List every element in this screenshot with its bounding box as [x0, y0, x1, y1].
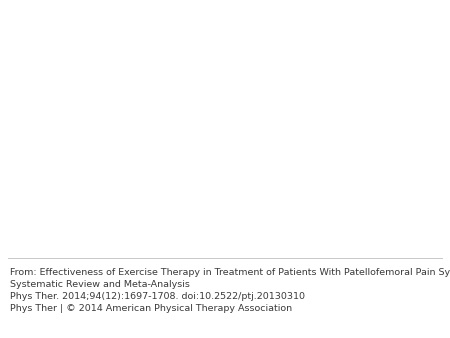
- Text: Phys Ther. 2014;94(12):1697-1708. doi:10.2522/ptj.20130310: Phys Ther. 2014;94(12):1697-1708. doi:10…: [10, 292, 305, 301]
- Text: Phys Ther | © 2014 American Physical Therapy Association: Phys Ther | © 2014 American Physical The…: [10, 304, 292, 313]
- Text: From: Effectiveness of Exercise Therapy in Treatment of Patients With Patellofem: From: Effectiveness of Exercise Therapy …: [10, 268, 450, 277]
- Text: Systematic Review and Meta-Analysis: Systematic Review and Meta-Analysis: [10, 280, 190, 289]
